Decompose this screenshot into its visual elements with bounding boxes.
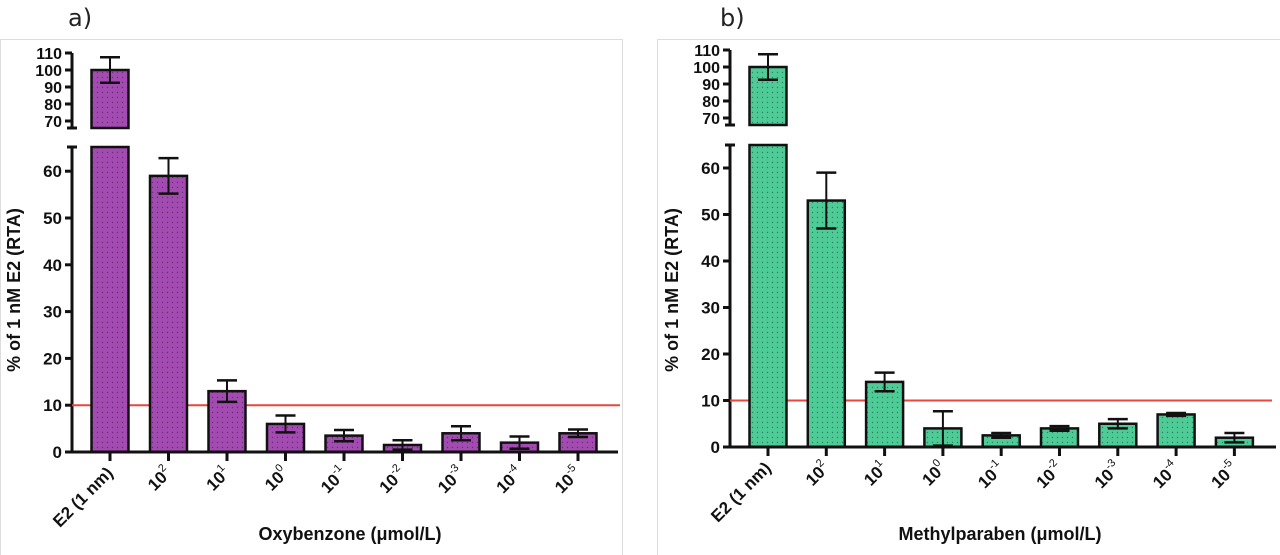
bar — [806, 199, 847, 449]
bar-group — [265, 414, 306, 454]
y-tick-label: 10 — [701, 392, 720, 411]
x-tick-label-base: E2 (1 nm) — [707, 458, 775, 526]
y-axis-title: % of 1 nM E2 (RTA) — [662, 208, 682, 372]
y-tick-label: 10 — [43, 396, 62, 415]
y-tick-label: 100 — [35, 63, 62, 80]
panel-a-label: a) — [68, 4, 93, 32]
y-tick-label: 40 — [701, 252, 720, 271]
y-axis-title: % of 1 nM E2 (RTA) — [4, 208, 24, 372]
y-tick-label: 60 — [701, 159, 720, 178]
y-tick-label: 0 — [53, 443, 62, 462]
bar-group — [981, 431, 1021, 449]
x-axis-title: Methylparaben (μmol/L) — [898, 524, 1101, 544]
bar-group — [806, 171, 847, 449]
bar-group — [748, 53, 788, 449]
y-tick-label: 110 — [36, 46, 62, 63]
bar-group — [382, 439, 423, 454]
x-tick-label: 101 — [859, 457, 892, 490]
bar-group — [207, 379, 247, 454]
y-tick-label: 50 — [43, 209, 62, 228]
y-tick-label: 70 — [44, 114, 62, 131]
panel-a-frame — [0, 39, 623, 555]
x-tick-label: 102 — [801, 457, 834, 490]
y-tick-label: 100 — [693, 60, 720, 77]
bar-lower-segment — [90, 145, 130, 454]
y-tick-label: 20 — [43, 349, 62, 368]
bar-group — [90, 56, 130, 454]
y-tick-label: 30 — [701, 299, 720, 318]
x-tick-label: 10-1 — [973, 457, 1008, 492]
y-tick-label: 20 — [701, 345, 720, 364]
x-tick-label: 10-2 — [1031, 457, 1066, 492]
y-tick-label: 110 — [694, 43, 720, 60]
y-tick-label: 50 — [701, 206, 720, 225]
x-tick-label: 100 — [917, 457, 950, 490]
bar-group — [864, 371, 905, 449]
y-tick-label: 90 — [44, 80, 62, 97]
y-tick-label: 30 — [43, 303, 62, 322]
bar-group — [1039, 424, 1080, 449]
bar-group — [923, 409, 963, 449]
panel-b-frame — [657, 39, 1280, 555]
x-tick-label: 10-3 — [1089, 457, 1124, 492]
x-tick-label: E2 (1 nm) — [707, 458, 775, 526]
bar-group — [324, 428, 364, 454]
y-tick-label: 70 — [702, 111, 720, 128]
y-tick-label: 90 — [702, 77, 720, 94]
y-tick-label: 80 — [702, 94, 720, 111]
y-tick-label: 80 — [44, 97, 62, 114]
bar-group — [1214, 431, 1255, 449]
bar-group — [1156, 411, 1196, 449]
y-tick-label: 0 — [711, 438, 720, 457]
bar-lower-segment — [748, 143, 788, 449]
y-tick-label: 40 — [43, 256, 62, 275]
panel-b-label: b) — [720, 4, 745, 32]
x-tick-label: 10-4 — [1148, 457, 1183, 492]
bar-group — [1098, 417, 1138, 449]
bar-group — [441, 425, 481, 454]
y-tick-label: 60 — [43, 162, 62, 181]
x-tick-label: 10-5 — [1206, 457, 1241, 492]
x-axis-title: Oxybenzone (μmol/L) — [258, 524, 441, 544]
bar-upper-segment — [90, 68, 130, 130]
bar — [1156, 413, 1196, 449]
